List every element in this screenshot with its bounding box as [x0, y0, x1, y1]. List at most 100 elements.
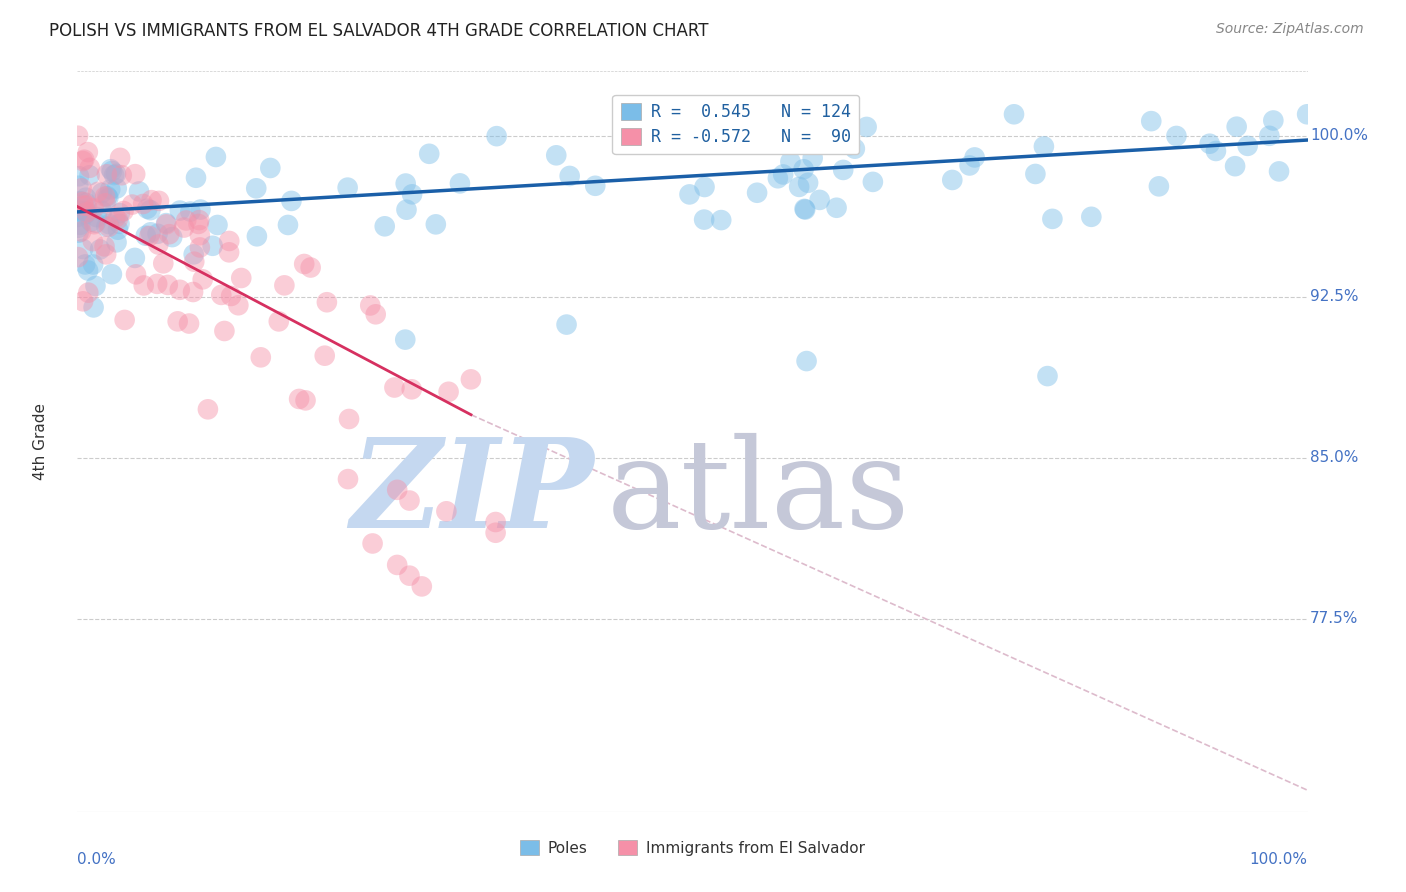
- Point: [411, 579, 433, 593]
- Point: [77, 285, 100, 300]
- Text: 92.5%: 92.5%: [1310, 289, 1358, 304]
- Point: [437, 384, 460, 399]
- Point: [801, 151, 824, 165]
- Point: [485, 525, 508, 540]
- Point: [793, 202, 815, 216]
- Point: [72, 154, 94, 169]
- Point: [98, 217, 121, 231]
- Point: [72, 294, 94, 309]
- Point: [75, 205, 97, 219]
- Point: [693, 212, 716, 227]
- Point: [66, 203, 89, 218]
- Point: [787, 180, 810, 194]
- Point: [231, 271, 253, 285]
- Text: POLISH VS IMMIGRANTS FROM EL SALVADOR 4TH GRADE CORRELATION CHART: POLISH VS IMMIGRANTS FROM EL SALVADOR 4T…: [49, 22, 709, 40]
- Point: [107, 223, 129, 237]
- Point: [218, 245, 240, 260]
- Point: [141, 193, 163, 207]
- Point: [105, 235, 128, 250]
- Point: [228, 298, 250, 312]
- Point: [135, 228, 157, 243]
- Point: [83, 217, 105, 231]
- Point: [179, 204, 201, 219]
- Point: [70, 225, 93, 239]
- Point: [103, 168, 125, 182]
- Point: [69, 194, 91, 209]
- Point: [181, 285, 204, 299]
- Point: [136, 202, 159, 216]
- Text: 4th Grade: 4th Grade: [32, 403, 48, 480]
- Point: [201, 239, 224, 253]
- Point: [401, 382, 423, 396]
- Point: [90, 204, 112, 219]
- Point: [160, 230, 183, 244]
- Legend: Poles, Immigrants from El Salvador: Poles, Immigrants from El Salvador: [513, 832, 872, 863]
- Point: [1042, 211, 1064, 226]
- Point: [1198, 136, 1220, 151]
- Point: [485, 129, 508, 144]
- Point: [87, 185, 110, 199]
- Point: [152, 256, 174, 270]
- Point: [94, 189, 117, 203]
- Text: ZIP: ZIP: [350, 433, 595, 554]
- Point: [1002, 107, 1025, 121]
- Point: [398, 568, 420, 582]
- Point: [100, 162, 122, 177]
- Point: [132, 197, 155, 211]
- Point: [745, 186, 768, 200]
- Point: [395, 177, 418, 191]
- Point: [394, 333, 416, 347]
- Point: [1268, 164, 1291, 178]
- Point: [361, 536, 384, 550]
- Point: [769, 114, 792, 128]
- Point: [77, 263, 100, 277]
- Point: [825, 201, 848, 215]
- Point: [79, 168, 101, 182]
- Text: 0.0%: 0.0%: [77, 853, 117, 867]
- Point: [401, 187, 423, 202]
- Point: [89, 243, 111, 257]
- Point: [214, 324, 236, 338]
- Point: [83, 202, 105, 216]
- Point: [280, 194, 302, 208]
- Point: [277, 218, 299, 232]
- Point: [555, 318, 578, 332]
- Point: [460, 372, 482, 386]
- Text: Source: ZipAtlas.com: Source: ZipAtlas.com: [1216, 22, 1364, 37]
- Point: [941, 173, 963, 187]
- Point: [188, 240, 211, 254]
- Point: [299, 260, 322, 275]
- Point: [82, 258, 104, 272]
- Point: [69, 218, 91, 232]
- Point: [425, 218, 447, 232]
- Point: [797, 176, 820, 190]
- Point: [84, 279, 107, 293]
- Point: [169, 203, 191, 218]
- Point: [779, 154, 801, 169]
- Point: [197, 402, 219, 417]
- Point: [157, 227, 180, 242]
- Point: [104, 211, 127, 225]
- Point: [693, 180, 716, 194]
- Point: [108, 206, 131, 220]
- Point: [67, 250, 90, 264]
- Point: [772, 168, 794, 182]
- Point: [207, 218, 229, 232]
- Point: [294, 393, 316, 408]
- Point: [1024, 167, 1046, 181]
- Point: [177, 317, 200, 331]
- Point: [1263, 113, 1285, 128]
- Point: [169, 283, 191, 297]
- Point: [67, 169, 90, 184]
- Point: [93, 239, 115, 253]
- Point: [101, 164, 124, 178]
- Point: [139, 203, 162, 218]
- Point: [72, 194, 94, 209]
- Point: [245, 181, 267, 195]
- Point: [183, 254, 205, 268]
- Point: [146, 227, 169, 241]
- Point: [844, 142, 866, 156]
- Point: [105, 167, 128, 181]
- Point: [1036, 369, 1059, 384]
- Point: [73, 203, 96, 218]
